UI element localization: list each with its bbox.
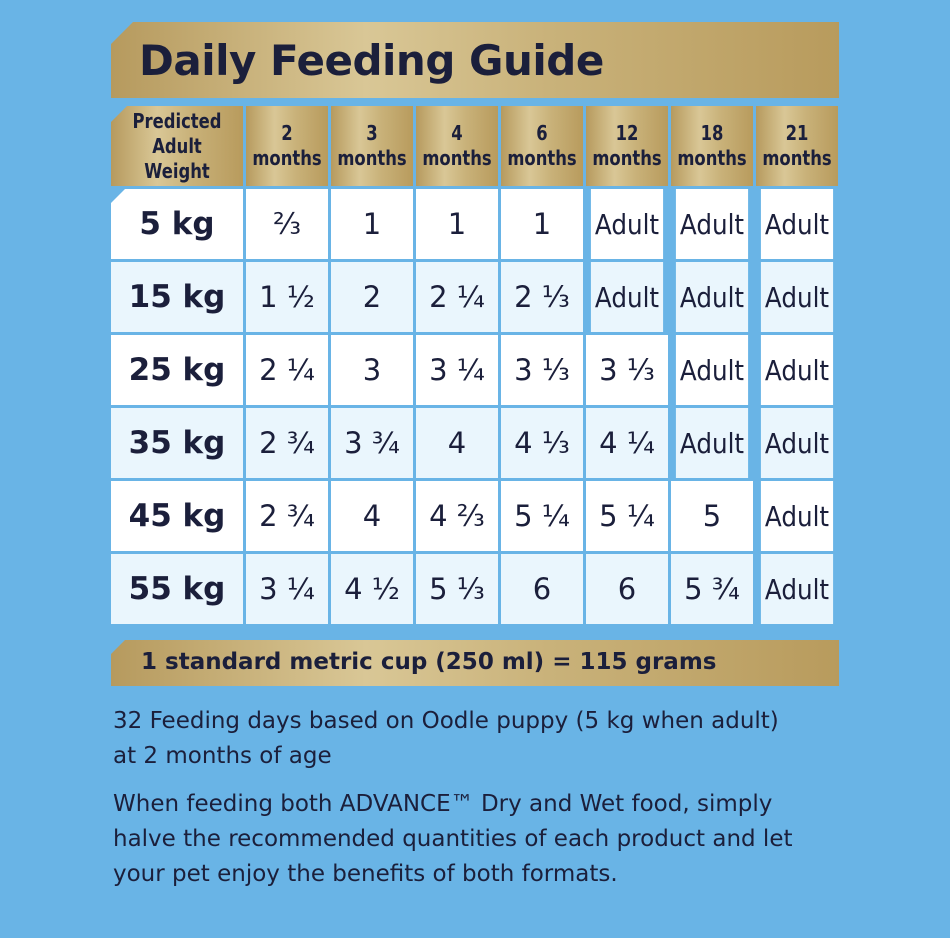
feeding-table: Predicted Adult Weight 2 months 3 months 4… <box>111 106 838 624</box>
header-age-num: 2 <box>281 121 293 145</box>
cups-cell: 3 ¾ <box>331 408 413 478</box>
header-age-cell: 21 months <box>756 106 838 186</box>
cups-cell: 4 ½ <box>331 554 413 624</box>
cups-cell: 3 ¼ <box>416 335 498 405</box>
cups-cell: 6 <box>501 554 583 624</box>
cups-cell: Adult <box>760 189 834 259</box>
cups-cell: 6 <box>586 554 668 624</box>
page-title: Daily Feeding Guide <box>139 36 604 85</box>
header-weight-label-line2: Adult Weight <box>144 133 210 183</box>
header-weight-label-line1: Predicted <box>132 108 222 133</box>
cups-cell: Adult <box>760 481 834 551</box>
header-age-num: 4 <box>451 121 463 145</box>
header-age-cell: 2 months <box>246 106 328 186</box>
cups-cell: Adult <box>760 554 834 624</box>
weight-cell: 45 kg <box>111 481 243 551</box>
cups-cell: 4 ⅔ <box>416 481 498 551</box>
cups-cell: 4 <box>331 481 413 551</box>
header-age-num: 12 <box>615 121 639 145</box>
header-age-unit: months <box>762 146 832 170</box>
header-age-cell: 18 months <box>671 106 753 186</box>
cups-cell: Adult <box>675 262 749 332</box>
cups-cell: 3 ¼ <box>246 554 328 624</box>
cups-cell: 3 <box>331 335 413 405</box>
cups-cell: 5 ⅓ <box>416 554 498 624</box>
cups-cell: 2 ¼ <box>246 335 328 405</box>
header-age-cell: 6 months <box>501 106 583 186</box>
header-age-num: 18 <box>700 121 724 145</box>
cups-cell: 1 ½ <box>246 262 328 332</box>
header-age-unit: months <box>337 146 407 170</box>
cups-cell: Adult <box>675 189 749 259</box>
cups-cell: 2 ¾ <box>246 481 328 551</box>
weight-cell: 25 kg <box>111 335 243 405</box>
cups-cell: Adult <box>675 335 749 405</box>
cups-cell: 2 ¾ <box>246 408 328 478</box>
cups-cell: ⅔ <box>246 189 328 259</box>
cups-cell: 2 <box>331 262 413 332</box>
cups-cell: 1 <box>331 189 413 259</box>
feeding-days-note: 32 Feeding days based on Oodle puppy (5 … <box>113 708 779 769</box>
cups-cell: 3 ⅓ <box>501 335 583 405</box>
cups-cell: 5 ¾ <box>671 554 753 624</box>
cups-cell: Adult <box>675 408 749 478</box>
header-age-cell: 12 months <box>586 106 668 186</box>
cups-cell: Adult <box>760 262 834 332</box>
cups-cell: Adult <box>760 408 834 478</box>
cups-cell: 4 ¼ <box>586 408 668 478</box>
header-age-unit: months <box>677 146 747 170</box>
cups-cell: 4 ⅓ <box>501 408 583 478</box>
header-age-cell: 3 months <box>331 106 413 186</box>
cups-cell: 4 <box>416 408 498 478</box>
cups-cell: Adult <box>760 335 834 405</box>
weight-cell: 55 kg <box>111 554 243 624</box>
header-weight-cell: Predicted Adult Weight <box>111 106 243 186</box>
dry-wet-feeding-note: When feeding both ADVANCE™ Dry and Wet f… <box>113 791 793 887</box>
header-age-unit: months <box>592 146 662 170</box>
cups-cell: Adult <box>590 262 664 332</box>
cups-cell: 2 ⅓ <box>501 262 583 332</box>
weight-cell: 35 kg <box>111 408 243 478</box>
weight-cell: 5 kg <box>111 189 243 259</box>
cup-conversion-text: 1 standard metric cup (250 ml) = 115 gra… <box>141 649 717 675</box>
header-age-unit: months <box>422 146 492 170</box>
cups-cell: 5 ¼ <box>501 481 583 551</box>
cup-conversion-banner: 1 standard metric cup (250 ml) = 115 gra… <box>111 640 839 686</box>
cups-cell: 1 <box>501 189 583 259</box>
weight-cell: 15 kg <box>111 262 243 332</box>
cups-cell: 1 <box>416 189 498 259</box>
header-age-unit: months <box>507 146 577 170</box>
header-age-cell: 4 months <box>416 106 498 186</box>
header-age-num: 21 <box>785 121 809 145</box>
cups-cell: 5 ¼ <box>586 481 668 551</box>
title-banner: Daily Feeding Guide <box>111 22 839 98</box>
header-age-num: 6 <box>536 121 548 145</box>
cups-cell: 5 <box>671 481 753 551</box>
header-age-unit: months <box>252 146 322 170</box>
cups-cell: Adult <box>590 189 664 259</box>
cups-cell: 2 ¼ <box>416 262 498 332</box>
header-age-num: 3 <box>366 121 378 145</box>
cups-cell: 3 ⅓ <box>586 335 668 405</box>
